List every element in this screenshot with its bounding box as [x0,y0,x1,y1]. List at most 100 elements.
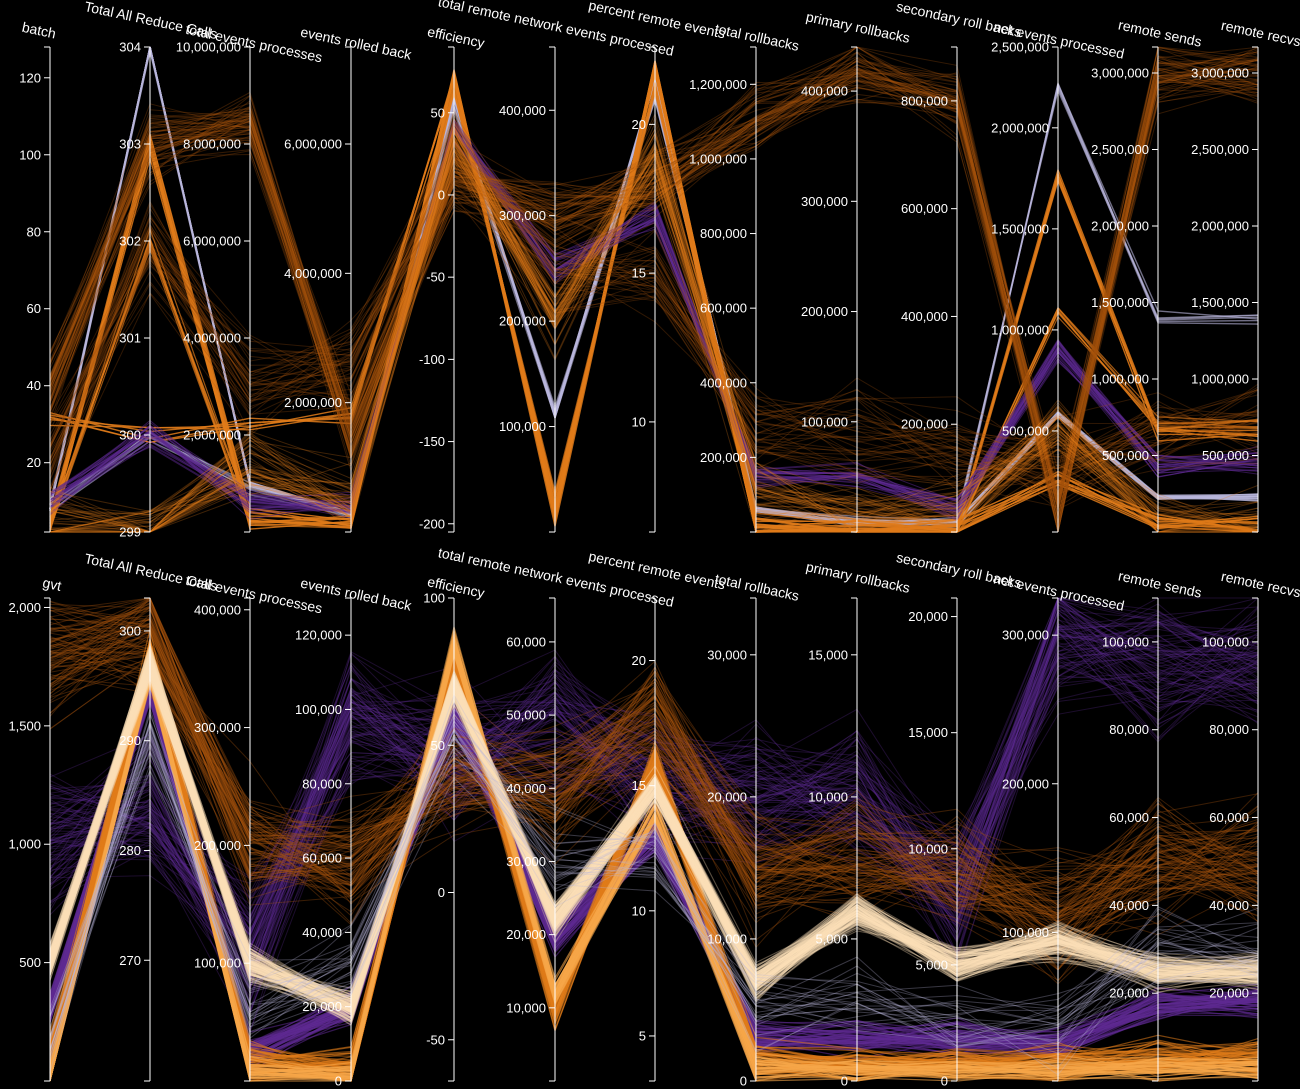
tick-label: 100,000 [801,414,848,429]
tick-label: 80,000 [302,776,342,791]
tick-label: 400,000 [901,309,948,324]
tick-label: 600,000 [700,301,747,316]
tick-label: 100,000 [1002,925,1049,940]
tick-label: 304 [119,40,141,55]
tick-label: 60,000 [506,634,546,649]
tick-label: 10 [632,903,646,918]
tick-label: 200,000 [801,304,848,319]
tick-label: 5 [639,1028,646,1043]
tick-label: 60,000 [302,851,342,866]
tick-label: 0 [335,1074,342,1089]
tick-label: 2,000,000 [1191,219,1249,234]
tick-label: 6,000,000 [284,137,342,152]
tick-label: 600,000 [901,201,948,216]
tick-label: 60,000 [1209,810,1249,825]
tick-label: 2,000 [8,600,41,615]
tick-label: 300,000 [1002,628,1049,643]
tick-label: 10,000 [707,931,747,946]
tick-label: 303 [119,137,141,152]
tick-label: 10,000 [908,841,948,856]
tick-label: 20 [632,653,646,668]
tick-label: 60 [27,301,41,316]
tick-label: -150 [419,434,445,449]
tick-label: 50 [431,738,445,753]
tick-label: 0 [941,1074,948,1089]
tick-label: 500,000 [1202,448,1249,463]
tick-label: 2,500,000 [991,40,1049,55]
tick-label: 1,500,000 [991,221,1049,236]
tick-label: 40 [27,378,41,393]
tick-label: 0 [740,1074,747,1089]
tick-label: 1,500,000 [1191,295,1249,310]
tick-label: 300 [119,428,141,443]
tick-label: 1,000,000 [991,322,1049,337]
tick-label: 3,000,000 [1191,66,1249,81]
tick-label: 200,000 [499,314,546,329]
tick-label: 120,000 [295,628,342,643]
tick-label: 20,000 [1209,986,1249,1001]
tick-label: 100,000 [295,702,342,717]
tick-label: 0 [438,187,445,202]
tick-label: 100,000 [1202,634,1249,649]
tick-label: 301 [119,331,141,346]
tick-label: 5,000 [915,957,948,972]
axis-title: gvt [41,574,63,594]
tick-label: 3,000,000 [1091,66,1149,81]
tick-label: 20,000 [506,927,546,942]
tick-label: 20,000 [908,609,948,624]
tick-label: 100,000 [499,419,546,434]
tick-label: 2,500,000 [1191,142,1249,157]
tick-label: 2,000,000 [284,395,342,410]
tick-label: 300,000 [499,208,546,223]
axis-title: batch [21,19,58,42]
tick-label: 40,000 [1109,898,1149,913]
tick-label: 30,000 [506,854,546,869]
tick-label: 80 [27,224,41,239]
tick-label: 50 [431,105,445,120]
tick-label: 299 [119,525,141,540]
tick-label: 5,000 [815,931,848,946]
tick-label: 15 [632,778,646,793]
tick-label: 0 [841,1074,848,1089]
tick-label: -50 [426,270,445,285]
tick-label: 20,000 [1109,986,1149,1001]
tick-label: 400,000 [801,84,848,99]
tick-label: 280 [119,843,141,858]
tick-label: 100 [423,591,445,606]
tick-label: 100 [19,147,41,162]
tick-label: 1,500,000 [1091,295,1149,310]
tick-label: 300,000 [194,720,241,735]
tick-label: 40,000 [506,781,546,796]
axis-12: 500,000 1,000,000 1,500,000 2,000,000 2,500,… [1191,17,1300,533]
tick-label: -200 [419,516,445,531]
axis-0: 20 40 60 80 100 120 batch [19,19,58,533]
tick-label: 10 [632,414,646,429]
tick-label: 200,000 [700,450,747,465]
tick-label: 20 [632,117,646,132]
tick-label: 0 [438,885,445,900]
tick-label: 120 [19,70,41,85]
tick-label: 2,500,000 [1091,142,1149,157]
tick-label: 80,000 [1209,722,1249,737]
tick-label: 500,000 [1102,448,1149,463]
tick-label: 200,000 [1002,776,1049,791]
tick-label: 30,000 [707,647,747,662]
tick-label: 40,000 [1209,898,1249,913]
tick-label: 500,000 [1002,423,1049,438]
top-parallel-coordinates-panel: 20406080100120batch299300301302303304Tot… [19,0,1300,540]
tick-label: -100 [419,352,445,367]
tick-label: 500 [19,955,41,970]
tick-label: 290 [119,733,141,748]
tick-label: 270 [119,953,141,968]
tick-label: 1,000,000 [689,151,747,166]
tick-label: 2,000,000 [991,120,1049,135]
tick-label: 15,000 [908,725,948,740]
tick-label: 6,000,000 [183,234,241,249]
tick-label: 4,000,000 [183,331,241,346]
tick-label: 1,200,000 [689,77,747,92]
tick-label: 1,000 [8,837,41,852]
tick-label: 2,000,000 [183,428,241,443]
tick-label: 400,000 [499,103,546,118]
